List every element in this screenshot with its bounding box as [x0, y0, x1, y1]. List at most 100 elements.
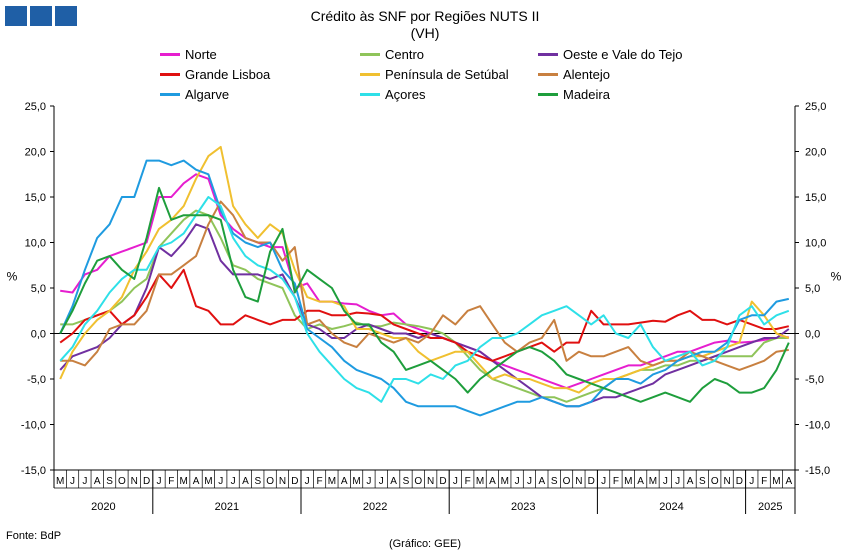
legend-label: Península de Setúbal	[385, 67, 509, 82]
x-tick-label: J	[305, 476, 310, 487]
y-tick-label-left: 10,0	[25, 238, 46, 250]
x-tick-label: D	[588, 476, 595, 487]
x-tick-label: M	[476, 476, 484, 487]
x-tick-label: F	[168, 476, 174, 487]
x-tick-label: A	[390, 476, 397, 487]
y-tick-label-left: 15,0	[25, 192, 46, 204]
source-note: Fonte: BdP	[6, 530, 62, 542]
y-axis-label-right: %	[831, 270, 842, 284]
x-tick-label: S	[254, 476, 261, 487]
x-tick-label: O	[711, 476, 719, 487]
x-tick-label: M	[649, 476, 657, 487]
chart-title-block: Crédito às SNF por Regiões NUTS II (VH)	[0, 8, 850, 42]
year-label: 2023	[511, 501, 535, 513]
x-tick-label: M	[56, 476, 64, 487]
legend-swatch	[360, 53, 380, 56]
legend-item: Madeira	[538, 87, 610, 102]
y-tick-label-right: -15,0	[805, 465, 830, 477]
y-tick-label-right: 25,0	[805, 101, 826, 113]
legend-swatch	[538, 53, 558, 56]
year-label: 2025	[758, 501, 782, 513]
series-line-grande-lisboa	[59, 268, 790, 362]
x-tick-label: J	[156, 476, 161, 487]
x-tick-label: D	[143, 476, 150, 487]
x-tick-label: S	[551, 476, 558, 487]
y-tick-label-right: -5,0	[805, 374, 824, 386]
legend-swatch	[538, 73, 558, 76]
x-tick-label: M	[180, 476, 188, 487]
y-tick-label-right: 5,0	[805, 283, 820, 295]
x-tick-label: A	[785, 476, 792, 487]
legend-label: Oeste e Vale do Tejo	[563, 47, 683, 62]
legend-swatch	[160, 73, 180, 76]
y-tick-label-left: -5,0	[27, 374, 46, 386]
year-label: 2024	[659, 501, 683, 513]
x-tick-label: J	[663, 476, 668, 487]
x-tick-label: N	[131, 476, 138, 487]
gee-logo	[5, 6, 77, 26]
x-tick-label: O	[414, 476, 422, 487]
legend-label: Alentejo	[563, 67, 610, 82]
legend-item: Grande Lisboa	[160, 67, 270, 82]
legend-swatch	[360, 73, 380, 76]
x-tick-label: O	[563, 476, 571, 487]
x-tick-label: J	[601, 476, 606, 487]
x-tick-label: M	[352, 476, 360, 487]
legend-label: Centro	[385, 47, 425, 62]
y-tick-label-left: 20,0	[25, 147, 46, 159]
x-tick-label: D	[291, 476, 298, 487]
x-tick-label: S	[403, 476, 410, 487]
x-tick-label: A	[538, 476, 545, 487]
legend-label: Algarve	[185, 87, 230, 102]
x-tick-label: O	[118, 476, 126, 487]
x-tick-label: J	[515, 476, 520, 487]
x-tick-label: S	[106, 476, 113, 487]
x-tick-label: M	[624, 476, 632, 487]
series-line-madeira	[59, 186, 790, 403]
series-line-a-ores	[59, 196, 790, 403]
legend-label: Norte	[185, 47, 217, 62]
x-tick-label: F	[316, 476, 322, 487]
legend-item: Açores	[360, 87, 425, 102]
x-tick-label: J	[82, 476, 87, 487]
legend-swatch	[538, 93, 558, 96]
series-line-algarve	[59, 159, 790, 417]
y-axis-label-left: %	[7, 270, 18, 284]
year-label: 2021	[215, 501, 239, 513]
x-tick-label: S	[699, 476, 706, 487]
legend-label: Açores	[385, 87, 426, 102]
y-tick-label-right: -10,0	[805, 420, 830, 432]
chart-title: Crédito às SNF por Regiões NUTS II	[310, 8, 540, 24]
x-tick-label: O	[266, 476, 274, 487]
x-tick-label: N	[575, 476, 582, 487]
series-line-centro	[60, 209, 789, 403]
legend-item: Centro	[360, 47, 424, 62]
x-tick-label: A	[94, 476, 101, 487]
legend-item: Oeste e Vale do Tejo	[538, 47, 683, 62]
chart-credit: (Gráfico: GEE)	[388, 538, 462, 550]
legend-item: Algarve	[160, 87, 229, 102]
x-tick-label: N	[427, 476, 434, 487]
y-tick-label-right: 0,0	[805, 329, 820, 341]
x-tick-label: J	[70, 476, 75, 487]
x-tick-label: M	[328, 476, 336, 487]
x-tick-label: J	[366, 476, 371, 487]
y-tick-label-left: 5,0	[31, 283, 46, 295]
x-tick-label: J	[218, 476, 223, 487]
x-tick-label: A	[489, 476, 496, 487]
x-tick-label: F	[613, 476, 619, 487]
legend-swatch	[160, 53, 180, 56]
year-label: 2020	[91, 501, 115, 513]
x-tick-label: M	[772, 476, 780, 487]
legend-label: Grande Lisboa	[185, 67, 271, 82]
x-tick-label: N	[723, 476, 730, 487]
x-tick-label: M	[501, 476, 509, 487]
year-label: 2022	[363, 501, 387, 513]
x-tick-label: A	[242, 476, 249, 487]
x-tick-label: J	[379, 476, 384, 487]
x-tick-label: A	[637, 476, 644, 487]
y-tick-label-right: 20,0	[805, 147, 826, 159]
x-tick-label: J	[749, 476, 754, 487]
y-tick-label-right: 10,0	[805, 238, 826, 250]
